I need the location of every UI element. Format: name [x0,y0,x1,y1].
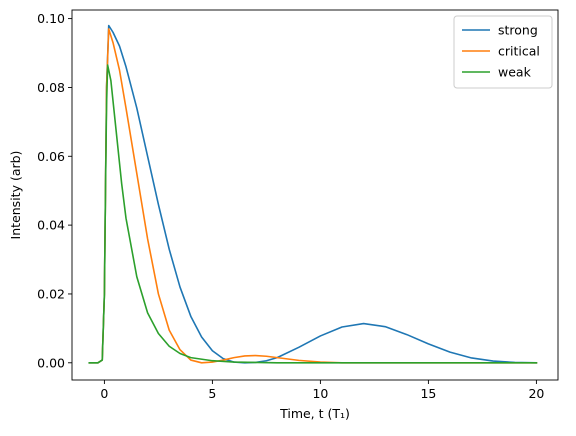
plot-area [88,24,538,364]
x-tick-label: 20 [528,386,544,401]
axes: 0 5 10 15 20 0.00 0.02 0.04 0.06 0.08 0.10 Time, t … [8,9,559,421]
legend-label-critical: critical [498,44,540,59]
y-tick-label: 0.10 [37,11,65,26]
axes-frame [71,9,559,381]
x-tick-label: 5 [208,386,216,401]
x-tick-label: 10 [312,386,328,401]
y-tick-label: 0.06 [37,149,65,164]
series-line-weak [88,64,538,364]
legend: strong critical weak [453,15,553,89]
y-tick-label: 0.00 [37,355,65,370]
legend-label-strong: strong [498,23,538,38]
x-axis-label: Time, t (T₁) [279,406,350,421]
x-tick-label: 15 [420,386,436,401]
x-tick-label: 0 [100,386,108,401]
y-tick-label: 0.04 [37,218,65,233]
y-tick-label: 0.02 [37,286,65,301]
y-axis-label: Intensity (arb) [8,151,23,240]
y-tick-label: 0.08 [37,80,65,95]
legend-label-weak: weak [498,65,532,80]
legend-box [453,15,553,89]
